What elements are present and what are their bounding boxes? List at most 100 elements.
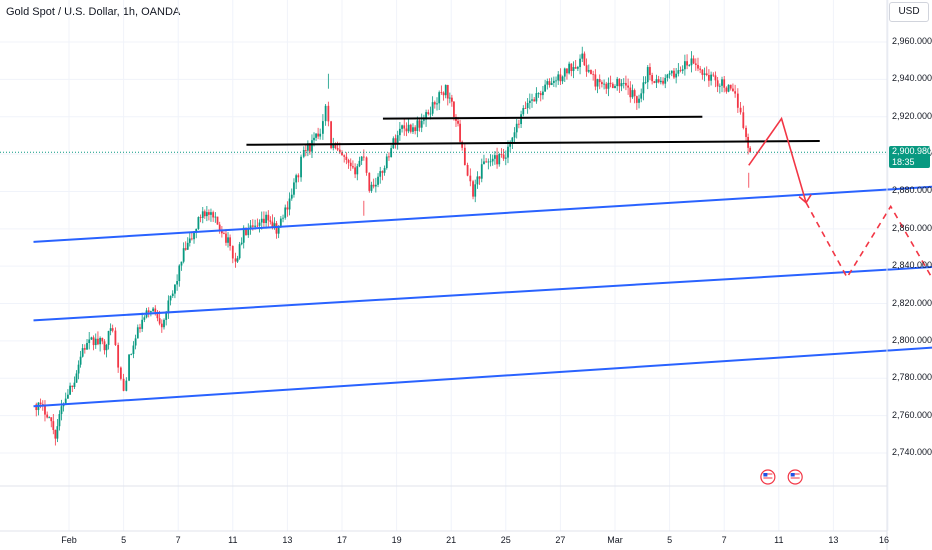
candle-body xyxy=(247,229,250,236)
x-tick-label: 11 xyxy=(228,535,238,545)
x-tick-label: 16 xyxy=(878,535,890,545)
candle-body xyxy=(442,92,445,96)
candle-body xyxy=(275,223,278,234)
last-price-value: 2,900.980 xyxy=(892,146,932,156)
candle-body xyxy=(476,176,479,185)
candle-body xyxy=(566,68,568,74)
candle-body xyxy=(332,144,335,149)
symbol-title[interactable]: Gold Spot / U.S. Dollar, 1h, OANDA xyxy=(6,6,181,18)
candle-body xyxy=(710,74,712,81)
candle-body xyxy=(598,79,601,83)
channel-line xyxy=(33,346,932,408)
candle-body xyxy=(694,63,697,65)
candle-body xyxy=(457,120,459,124)
us-flag-event-icon[interactable] xyxy=(760,469,776,485)
candle-body xyxy=(178,265,181,282)
candle-body xyxy=(409,124,412,132)
candle-body xyxy=(75,373,78,383)
candle-body xyxy=(167,300,170,314)
candle-body xyxy=(546,81,549,85)
candle-body xyxy=(509,141,512,147)
candle-body xyxy=(518,123,520,125)
candle-body xyxy=(48,417,51,419)
candle-body xyxy=(461,141,464,148)
candle-body xyxy=(223,233,225,235)
candle-body xyxy=(662,80,664,84)
x-tick-label: Mar xyxy=(607,535,623,545)
y-tick-label: 2,820.000 xyxy=(892,297,932,308)
x-tick-label: 21 xyxy=(446,535,457,545)
candle-body xyxy=(572,67,575,72)
candle-body xyxy=(708,74,710,81)
candle-body xyxy=(288,198,291,210)
candle-body xyxy=(99,337,102,345)
candle-body xyxy=(381,171,384,173)
y-tick-label: 2,740.000 xyxy=(892,447,932,457)
candle-body xyxy=(103,341,106,351)
candle-body xyxy=(450,97,453,102)
candle-body xyxy=(265,214,268,224)
candle-body xyxy=(214,216,217,218)
candle-body xyxy=(504,157,507,159)
candle-body xyxy=(263,218,265,224)
candle-body xyxy=(570,63,573,72)
candle-body xyxy=(267,214,270,221)
currency-button[interactable]: USD xyxy=(889,2,929,22)
candle-body xyxy=(526,102,529,109)
candle-body xyxy=(220,230,223,234)
candle-body xyxy=(238,244,241,259)
candle-body xyxy=(739,107,742,113)
candle-body xyxy=(60,406,63,415)
candle-body xyxy=(295,175,298,183)
candle-body xyxy=(542,91,544,96)
candle-body xyxy=(544,84,547,92)
candle-body xyxy=(358,160,361,167)
candle-body xyxy=(697,64,699,69)
candle-body xyxy=(403,125,406,129)
candle-body xyxy=(675,73,678,78)
candle-body xyxy=(620,83,623,87)
candle-body xyxy=(625,82,627,86)
candle-body xyxy=(459,123,461,142)
y-tick-label: 2,880.000 xyxy=(892,185,932,196)
candle-body xyxy=(394,138,397,144)
candle-body xyxy=(327,105,330,122)
candle-body xyxy=(453,101,455,117)
candle-body xyxy=(154,308,157,312)
us-flag-event-icon[interactable] xyxy=(787,469,803,485)
candle-body xyxy=(600,82,603,85)
candle-body xyxy=(258,222,261,226)
candle-body xyxy=(345,156,348,160)
candle-body xyxy=(141,319,144,329)
candle-body xyxy=(727,84,730,92)
candle-body xyxy=(420,120,423,128)
candle-body xyxy=(67,394,69,399)
forecast-dashed-path xyxy=(805,202,932,280)
candle-body xyxy=(513,132,516,138)
candle-body xyxy=(725,87,728,92)
candle-body xyxy=(550,82,553,86)
candle-body xyxy=(174,284,176,294)
x-tick-label: 13 xyxy=(828,535,839,545)
candle-body xyxy=(297,175,300,178)
resistance-line xyxy=(382,115,703,120)
candle-body xyxy=(681,69,684,71)
candle-body xyxy=(446,85,449,99)
candle-body xyxy=(282,217,284,219)
candle-body xyxy=(485,161,488,163)
candle-body xyxy=(83,348,86,350)
candle-body xyxy=(414,127,417,132)
candle-body xyxy=(721,79,723,86)
candle-body xyxy=(236,258,239,262)
candle-body xyxy=(269,220,272,222)
candle-body xyxy=(491,158,494,162)
x-tick-label: 7 xyxy=(175,535,181,545)
candle-body xyxy=(158,318,161,324)
forecast-solid-path xyxy=(748,116,807,203)
candle-body xyxy=(692,58,695,64)
candle-body xyxy=(407,124,410,132)
candle-body xyxy=(423,119,425,121)
candle-body xyxy=(579,58,581,68)
candle-body xyxy=(286,207,289,210)
